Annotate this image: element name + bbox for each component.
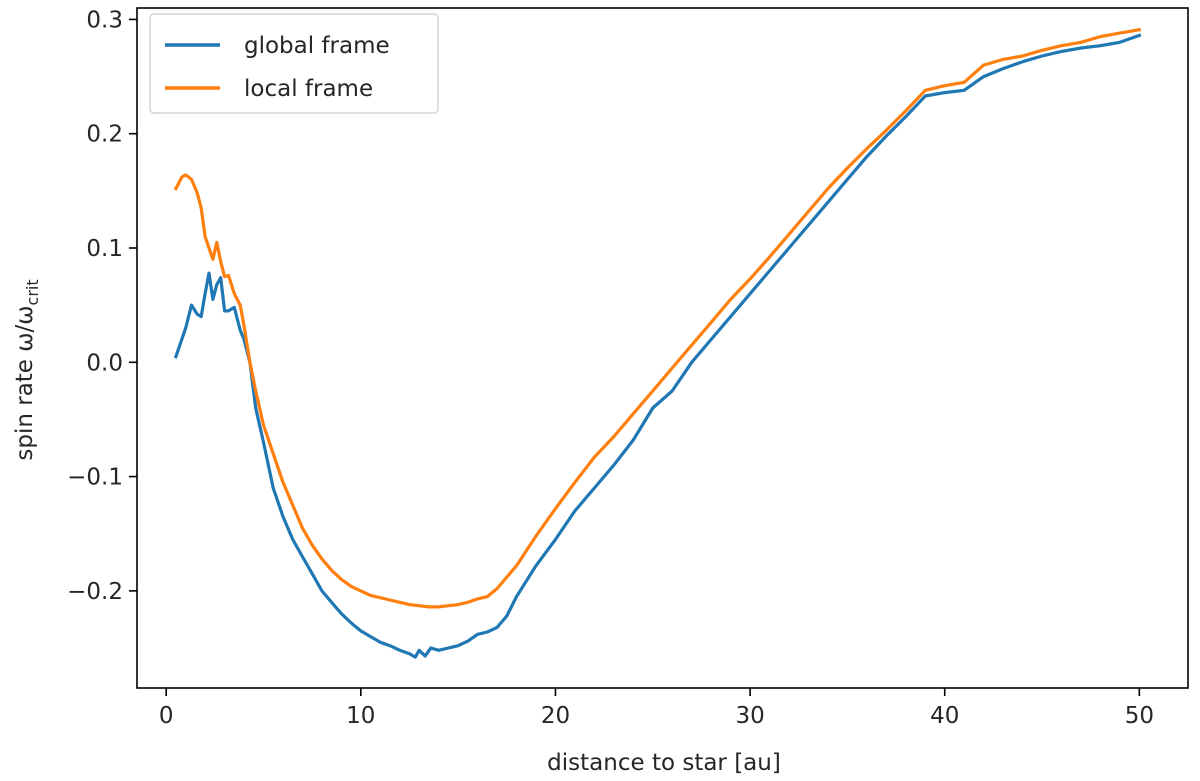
x-tick-label: 10	[346, 703, 375, 729]
series-line-global-frame	[173, 33, 1142, 659]
y-tick-label: 0.1	[86, 236, 123, 262]
legend-label-local-frame: local frame	[244, 76, 373, 102]
plot-frame	[136, 7, 1189, 689]
y-axis-label-main: spin rate ω/ω	[12, 305, 38, 460]
x-tick-label: 30	[735, 703, 764, 729]
plot-area	[136, 7, 1189, 689]
y-tick-label: −0.1	[67, 465, 123, 491]
legend: global frame local frame	[149, 13, 439, 114]
x-tick-label: 40	[930, 703, 959, 729]
x-tick-label: 50	[1125, 703, 1154, 729]
x-tick-label: 0	[159, 703, 174, 729]
y-axis-label: spin rate ω/ωcrit	[12, 279, 42, 460]
series-line-local-frame	[173, 27, 1142, 609]
legend-box	[149, 13, 439, 114]
y-axis-label-subscript: crit	[23, 279, 42, 305]
x-axis-label: distance to star [au]	[547, 750, 781, 776]
legend-label-global-frame: global frame	[244, 33, 390, 59]
y-tick-label: 0.0	[86, 350, 123, 376]
y-tick-label: 0.2	[86, 122, 123, 148]
x-axis-ticks: 0 10 20 30 40 50	[159, 688, 1154, 729]
y-tick-label: 0.3	[86, 7, 123, 33]
y-axis-ticks: −0.2 −0.1 0.0 0.1 0.2 0.3	[67, 7, 137, 605]
x-tick-label: 20	[541, 703, 570, 729]
y-tick-label: −0.2	[67, 579, 123, 605]
